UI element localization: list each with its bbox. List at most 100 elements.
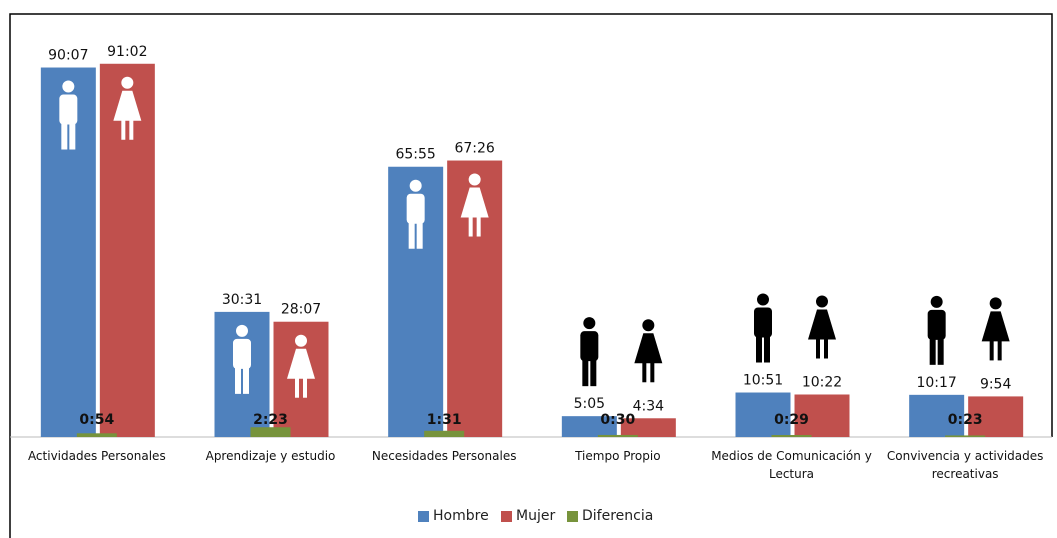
icon-head [989, 297, 1002, 310]
bar [794, 394, 850, 437]
x-tick-label: Convivencia y actividades recreativas [886, 449, 1044, 481]
bar [735, 392, 791, 437]
icon-dress [808, 309, 836, 340]
icon-head [121, 76, 134, 89]
bar [561, 416, 617, 437]
woman-icon [287, 334, 315, 398]
bar [945, 435, 986, 437]
icon-leg [764, 334, 770, 363]
woman-icon [460, 173, 489, 237]
man-icon [406, 179, 425, 249]
legend-label: Mujer [516, 508, 556, 524]
value-label: 0:54 [79, 412, 114, 428]
value-label: 28:07 [281, 302, 321, 318]
legend-item: Mujer [501, 508, 555, 524]
value-label: 10:22 [802, 374, 842, 390]
icon-leg [303, 377, 307, 398]
icon-leg [476, 216, 481, 237]
icon-head [295, 334, 307, 347]
icon-body [927, 309, 946, 340]
icon-leg [408, 220, 415, 249]
icon-leg [937, 336, 944, 365]
icon-head [583, 317, 596, 330]
man-icon [580, 317, 599, 387]
icon-leg [582, 358, 589, 387]
icon-head [642, 319, 655, 332]
value-label: 10:51 [743, 373, 783, 389]
icon-leg [824, 338, 828, 359]
icon-body [580, 331, 599, 362]
icon-dress [287, 348, 315, 379]
icon-leg [235, 365, 241, 394]
icon-leg [642, 362, 647, 383]
bar [620, 418, 676, 437]
icon-head [236, 324, 248, 337]
icon-leg [989, 340, 994, 361]
legend-item: Hombre [418, 508, 489, 524]
value-label: 10:17 [916, 375, 956, 391]
icon-leg [756, 334, 762, 363]
icon-body [233, 338, 251, 369]
woman-icon [634, 319, 663, 383]
legend-swatch [501, 510, 512, 522]
icon-body [59, 94, 78, 125]
value-label: 90:07 [48, 48, 88, 64]
icon-leg [295, 377, 299, 398]
bar [424, 430, 465, 437]
icon-leg [997, 340, 1002, 361]
man-icon [233, 324, 251, 394]
man-icon [754, 293, 772, 363]
value-label: 0:29 [774, 412, 809, 428]
icon-dress [113, 90, 142, 121]
x-tick-label: Tiempo Propio [575, 449, 661, 463]
x-tick-label: Medios de Comunicación y Lectura [711, 449, 872, 481]
icon-head [468, 173, 481, 186]
legend-swatch [567, 510, 578, 522]
legend-label: Hombre [433, 508, 489, 524]
icon-leg [590, 358, 597, 387]
icon-body [406, 193, 425, 224]
value-label: 9:54 [980, 376, 1012, 392]
frame [9, 13, 1053, 538]
icon-leg [129, 119, 134, 140]
value-label: 0:30 [600, 412, 635, 428]
x-tick-label: Necesidades Personales [371, 449, 517, 463]
bar [40, 67, 96, 438]
icon-dress [634, 333, 663, 364]
icon-leg [468, 216, 473, 237]
man-icon [927, 295, 946, 365]
legend-label: Diferencia [582, 508, 654, 524]
icon-head [816, 295, 828, 308]
bar [968, 396, 1024, 437]
man-icon [59, 80, 78, 150]
icon-leg [816, 338, 820, 359]
bar [771, 435, 812, 437]
icon-leg [69, 121, 76, 150]
woman-icon [981, 297, 1010, 361]
x-tick-label: Actividades Personales [27, 449, 166, 463]
icon-leg [650, 362, 655, 383]
bar [597, 434, 638, 437]
value-label: 1:31 [427, 412, 462, 428]
value-label: 5:05 [574, 396, 605, 412]
value-label: 65:55 [395, 147, 435, 163]
icon-body [754, 307, 772, 338]
icon-leg [121, 119, 126, 140]
icon-leg [416, 220, 423, 249]
bar [76, 433, 117, 437]
value-label: 4:34 [633, 398, 665, 414]
x-tick-label: Aprendizaje y estudio [205, 449, 336, 463]
woman-icon [113, 76, 142, 140]
icon-head [62, 80, 75, 93]
value-label: 91:02 [107, 44, 147, 60]
legend-swatch [418, 510, 429, 522]
icon-leg [929, 336, 936, 365]
value-label: 2:23 [253, 412, 288, 428]
icon-leg [61, 121, 68, 150]
icon-head [409, 179, 422, 192]
value-label: 30:31 [222, 292, 262, 308]
icon-head [757, 293, 769, 306]
bar [250, 427, 291, 437]
